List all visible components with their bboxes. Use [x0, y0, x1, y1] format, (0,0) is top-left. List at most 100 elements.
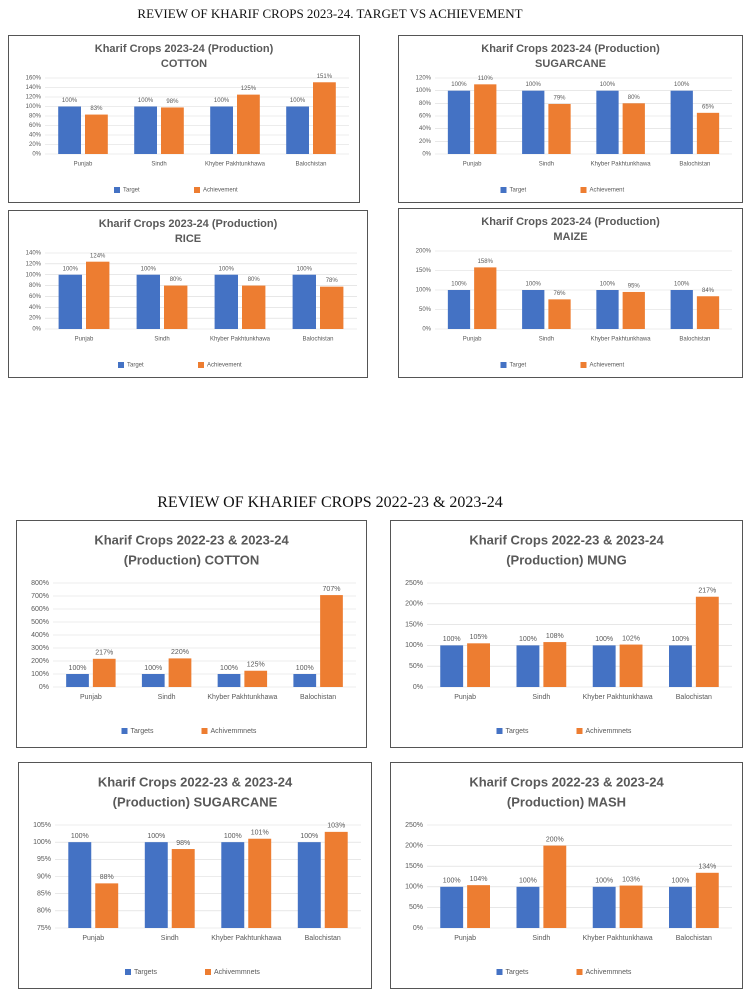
bar — [695, 596, 719, 687]
chart-title: Kharif Crops 2022-23 & 2023-24 — [469, 532, 664, 547]
bar — [58, 106, 81, 154]
y-tick-label: 400% — [31, 632, 49, 639]
data-label: 100% — [519, 878, 537, 885]
y-tick-label: 60% — [419, 114, 432, 120]
legend-label: Target — [123, 188, 140, 194]
legend-swatch — [580, 187, 587, 193]
legend-label: Achivemmnets — [214, 969, 260, 976]
x-tick-label: Khyber Pakhtunkhawa — [583, 935, 653, 942]
y-tick-label: 300% — [31, 645, 49, 652]
bar — [670, 290, 693, 329]
data-label: 100% — [69, 665, 87, 672]
bar — [168, 658, 192, 687]
data-label: 100% — [214, 98, 230, 104]
bar — [474, 84, 497, 154]
bar — [85, 114, 108, 154]
chart-box: Kharif Crops 2023-24 (Production) SUGARCA… — [398, 35, 743, 203]
x-tick-label: Sindh — [154, 337, 169, 343]
chart-subtitle: COTTON — [161, 58, 207, 70]
y-tick-label: 60% — [29, 123, 42, 129]
data-label: 100% — [526, 82, 542, 88]
bar — [68, 842, 92, 928]
x-tick-label: Balochistan — [295, 162, 326, 168]
bar — [297, 842, 321, 928]
data-label: 100% — [443, 878, 461, 885]
y-tick-label: 150% — [416, 268, 432, 274]
y-tick-label: 80% — [37, 908, 51, 915]
x-tick-label: Sindh — [161, 935, 179, 942]
data-label: 76% — [554, 291, 567, 297]
y-tick-label: 100% — [405, 642, 423, 649]
x-tick-label: Khyber Pakhtunkhawa — [583, 694, 653, 701]
data-label: 125% — [247, 662, 265, 669]
bar — [516, 886, 540, 928]
legend-label: Targets — [506, 728, 529, 735]
data-label: 100% — [595, 636, 613, 643]
data-label: 100% — [600, 282, 616, 288]
x-tick-label: Balochistan — [676, 694, 712, 701]
legend-swatch — [198, 362, 204, 368]
legend-label: Achievement — [203, 188, 238, 194]
y-tick-label: 40% — [29, 305, 42, 311]
y-tick-label: 0% — [39, 684, 49, 691]
chart-box: Kharif Crops 2022-23 & 2023-24 (Productio… — [390, 520, 743, 748]
bar — [522, 90, 545, 154]
y-tick-label: 20% — [29, 316, 42, 322]
bar — [543, 845, 567, 928]
data-label: 100% — [144, 665, 162, 672]
y-tick-label: 100% — [416, 288, 432, 294]
y-tick-label: 160% — [26, 76, 42, 82]
y-tick-label: 100% — [31, 671, 49, 678]
bar — [313, 82, 336, 154]
data-label: 100% — [519, 636, 537, 643]
legend-swatch — [580, 362, 587, 368]
y-tick-label: 40% — [29, 133, 42, 139]
x-tick-label: Balochistan — [305, 935, 341, 942]
y-tick-label: 150% — [405, 621, 423, 628]
data-label: 220% — [171, 649, 189, 656]
x-tick-label: Balochistan — [679, 162, 710, 168]
legend-swatch — [201, 728, 208, 734]
chart-title: Kharif Crops 2022-23 & 2023-24 — [94, 532, 289, 547]
y-tick-label: 0% — [422, 327, 431, 333]
legend-label: Achivemmnets — [586, 728, 632, 735]
data-label: 124% — [90, 253, 106, 259]
data-label: 100% — [138, 98, 154, 104]
legend-swatch — [496, 969, 503, 975]
y-tick-label: 20% — [29, 142, 42, 148]
chart-subtitle: RICE — [175, 233, 201, 245]
data-label: 200% — [546, 836, 564, 843]
x-tick-label: Sindh — [532, 694, 550, 701]
bar — [293, 674, 317, 687]
y-tick-label: 200% — [405, 842, 423, 849]
y-tick-label: 0% — [32, 152, 41, 158]
chart-box: Kharif Crops 2023-24 (Production) COTTON 0… — [8, 35, 360, 203]
legend-swatch — [500, 187, 507, 193]
data-label: 100% — [451, 282, 467, 288]
data-label: 98% — [176, 840, 190, 847]
chart-subtitle: (Production) MASH — [507, 794, 626, 809]
chart: Kharif Crops 2022-23 & 2023-24 (Productio… — [405, 774, 732, 976]
x-tick-label: Sindh — [532, 935, 550, 942]
data-label: 110% — [478, 76, 494, 82]
data-label: 65% — [702, 104, 715, 110]
x-tick-label: Balochistan — [302, 337, 333, 343]
bar — [320, 286, 344, 329]
chart-subtitle: SUGARCANE — [535, 58, 606, 70]
legend-swatch — [496, 728, 503, 734]
legend-swatch — [194, 187, 200, 193]
y-tick-label: 700% — [31, 593, 49, 600]
y-tick-label: 0% — [422, 152, 431, 158]
chart-box: Kharif Crops 2022-23 & 2023-24 (Productio… — [16, 520, 367, 748]
x-tick-label: Sindh — [539, 162, 554, 168]
y-tick-label: 50% — [409, 904, 423, 911]
x-tick-label: Punjab — [82, 935, 104, 942]
y-tick-label: 140% — [26, 251, 42, 257]
data-label: 100% — [290, 98, 306, 104]
data-label: 217% — [698, 588, 716, 595]
chart-box: Kharif Crops 2022-23 & 2023-24 (Productio… — [390, 762, 743, 989]
y-tick-label: 50% — [409, 663, 423, 670]
y-tick-label: 800% — [31, 580, 49, 587]
data-label: 80% — [170, 277, 183, 283]
data-label: 104% — [470, 876, 488, 883]
